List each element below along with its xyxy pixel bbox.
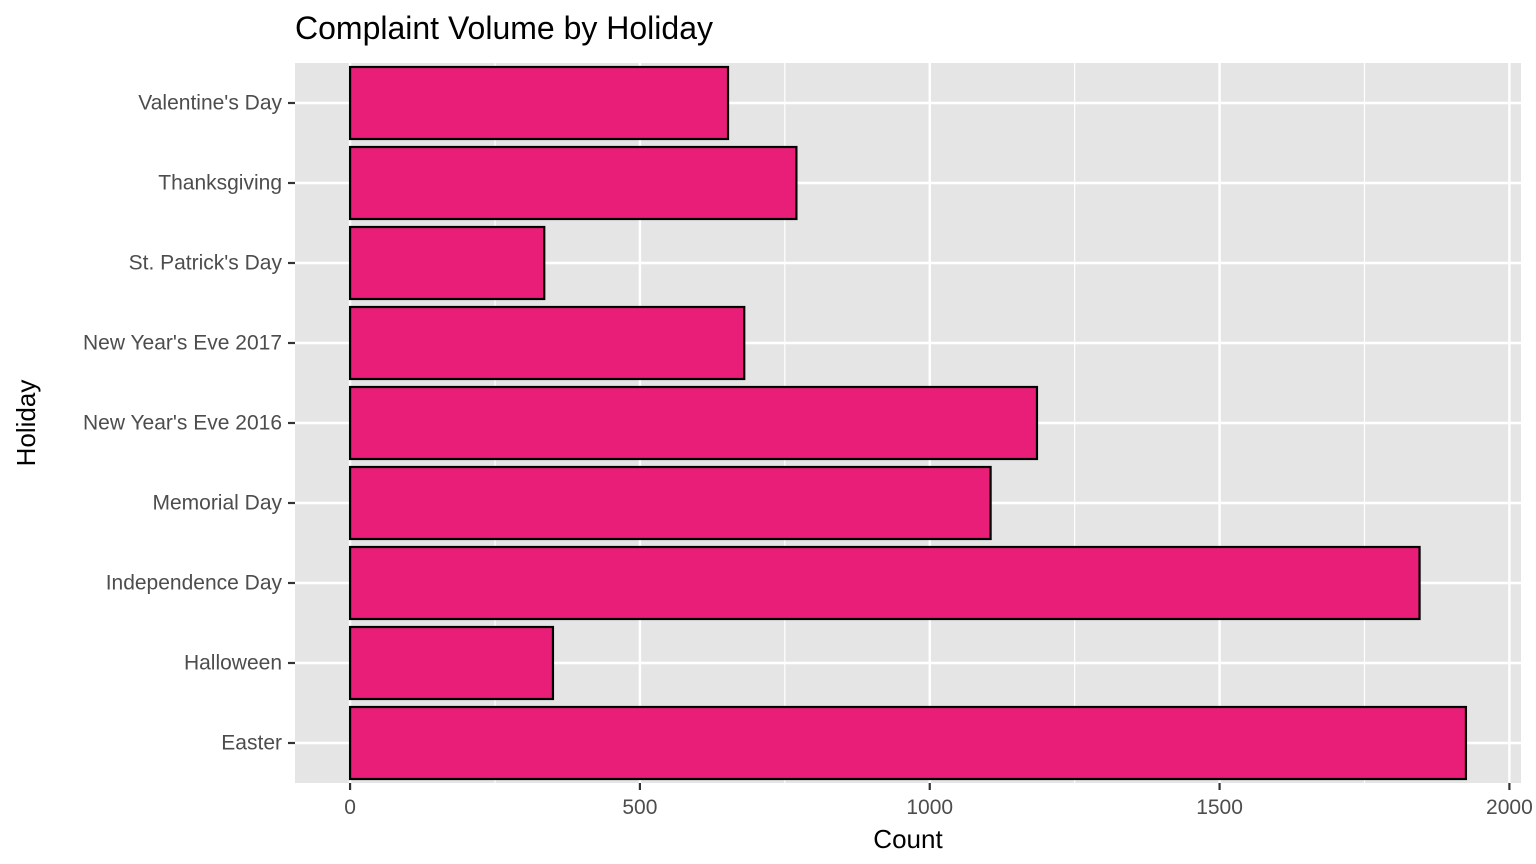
bar — [348, 705, 1468, 781]
bar — [348, 545, 1421, 621]
x-tick-label: 1500 — [1196, 796, 1243, 819]
bar — [348, 145, 798, 221]
x-tick-label: 0 — [344, 796, 356, 819]
x-tick-label: 500 — [622, 796, 657, 819]
y-tick-label: New Year's Eve 2017 — [83, 332, 282, 355]
y-axis: Easter Halloween Independence Day Memorial … — [83, 92, 295, 755]
x-axis: 0 500 1000 1500 2000 — [344, 783, 1533, 819]
x-axis-title: Count — [873, 824, 943, 854]
chart-title: Complaint Volume by Holiday — [295, 10, 713, 46]
y-tick-label: Valentine's Day — [138, 92, 282, 115]
bar — [348, 465, 992, 541]
y-tick-label: St. Patrick's Day — [129, 252, 283, 275]
y-tick-label: Halloween — [184, 652, 282, 675]
y-tick-label: New Year's Eve 2016 — [83, 412, 282, 435]
bars — [348, 65, 1468, 781]
y-tick-label: Memorial Day — [152, 492, 282, 515]
y-tick-label: Independence Day — [106, 572, 283, 595]
y-tick-label: Easter — [221, 732, 282, 755]
x-tick-label: 1000 — [906, 796, 953, 819]
bar — [348, 225, 546, 301]
x-tick-label: 2000 — [1486, 796, 1533, 819]
bar — [348, 385, 1039, 461]
bar — [348, 65, 730, 141]
bar — [348, 305, 746, 381]
bar — [348, 625, 555, 701]
y-tick-label: Thanksgiving — [158, 172, 282, 195]
y-axis-title: Holiday — [11, 380, 41, 467]
